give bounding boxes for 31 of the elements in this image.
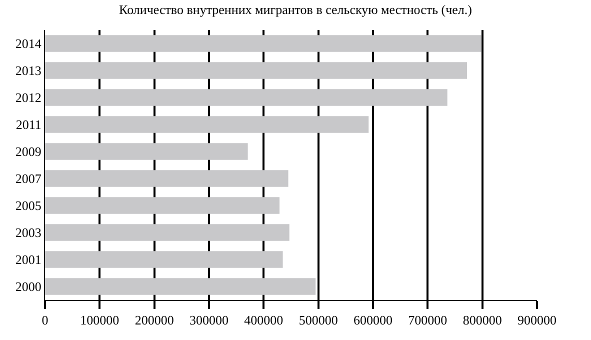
x-tick-label: 200000 xyxy=(134,312,174,328)
chart-title: Количество внутренних мигрантов в сельскую местность (чел.) xyxy=(119,2,472,18)
bar xyxy=(45,35,482,52)
x-tick-label: 800000 xyxy=(462,312,502,328)
bar xyxy=(45,278,316,295)
x-tick-label: 300000 xyxy=(190,312,228,328)
x-tick-label: 0 xyxy=(42,312,48,328)
y-tick-label: 2013 xyxy=(15,63,42,78)
y-tick-label: 2001 xyxy=(15,252,42,268)
bar xyxy=(45,62,468,79)
y-tick-label: 2014 xyxy=(15,36,42,52)
x-tick-label: 100000 xyxy=(80,312,120,328)
bar xyxy=(45,89,448,106)
y-tick-label: 2011 xyxy=(16,117,42,132)
x-tick-label: 400000 xyxy=(244,312,284,328)
x-tick-label: 700000 xyxy=(408,312,448,328)
x-tick-label: 500000 xyxy=(298,312,338,328)
y-tick-label: 2003 xyxy=(15,225,42,240)
x-tick-label: 600000 xyxy=(354,312,392,328)
bar xyxy=(45,116,369,133)
y-tick-label: 2000 xyxy=(15,279,42,294)
y-tick-label: 2007 xyxy=(15,171,42,186)
y-tick-label: 2009 xyxy=(15,144,42,160)
x-tick-label: 900000 xyxy=(518,312,556,328)
y-tick-label: 2005 xyxy=(15,198,42,214)
y-tick-label: 2012 xyxy=(15,90,42,106)
bar xyxy=(45,197,280,214)
bar xyxy=(45,251,283,268)
bar xyxy=(45,224,290,241)
bar xyxy=(45,170,288,187)
bar xyxy=(45,143,248,160)
